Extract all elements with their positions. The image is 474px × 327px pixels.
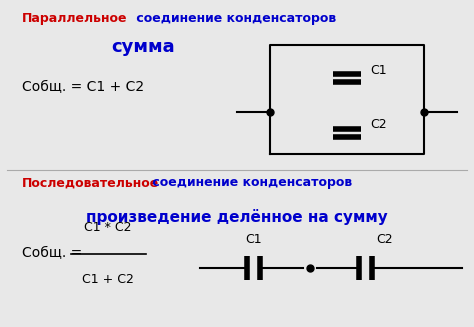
- Text: С1 * С2: С1 * С2: [84, 221, 132, 234]
- Text: С2: С2: [376, 233, 393, 246]
- Text: С1 + С2: С1 + С2: [82, 273, 134, 286]
- Text: Собщ. = С1 + С2: Собщ. = С1 + С2: [21, 80, 144, 94]
- Text: С1: С1: [245, 233, 262, 246]
- Text: Последовательное: Последовательное: [21, 176, 159, 189]
- Text: соединение конденсаторов: соединение конденсаторов: [132, 12, 336, 26]
- Text: С1: С1: [371, 64, 387, 77]
- Text: соединение конденсаторов: соединение конденсаторов: [148, 176, 352, 189]
- Text: сумма: сумма: [111, 38, 175, 56]
- Text: С2: С2: [371, 118, 387, 131]
- Text: Параллельное: Параллельное: [21, 12, 127, 26]
- Text: произведение делённое на сумму: произведение делённое на сумму: [86, 209, 388, 225]
- Text: Собщ. =: Собщ. =: [21, 247, 82, 261]
